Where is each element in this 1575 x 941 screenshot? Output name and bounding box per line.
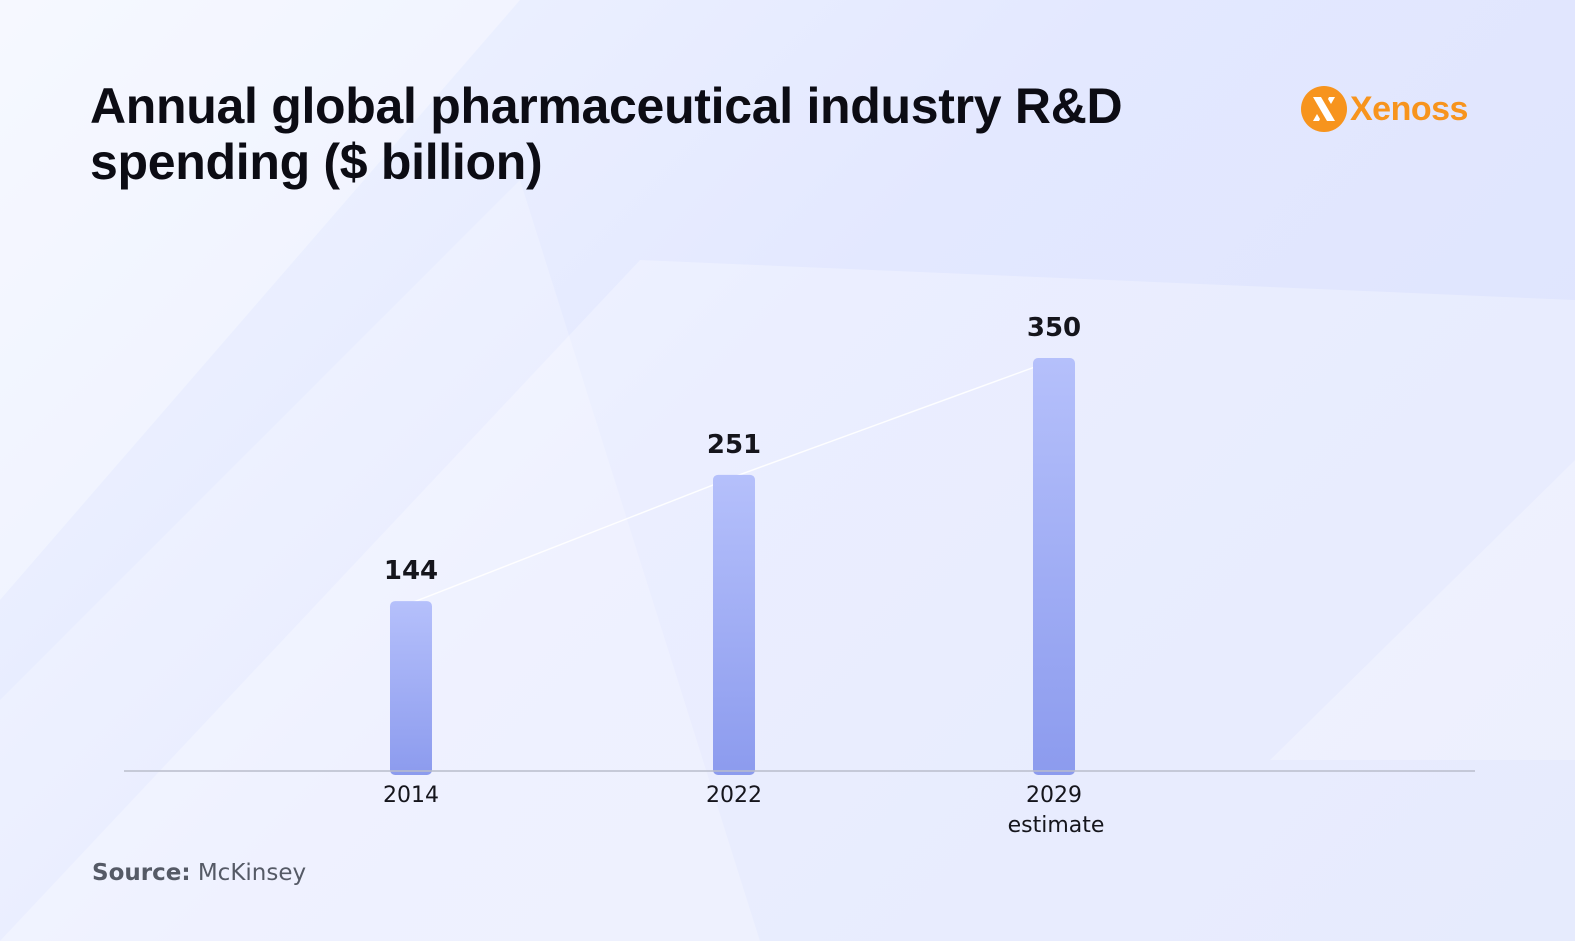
bar-2022 xyxy=(713,474,755,775)
data-label-2014: 144 xyxy=(384,556,438,586)
x-tick-label-2014: 2014 xyxy=(383,783,439,808)
source-label: Source: xyxy=(92,860,191,886)
data-label-2029: 350 xyxy=(1027,313,1081,343)
bar-2014 xyxy=(390,601,432,775)
logo: Xenoss xyxy=(1300,84,1468,134)
x-tick-label-2022: 2022 xyxy=(706,783,762,808)
source-value: McKinsey xyxy=(197,860,307,886)
x-tick-sublabel-2029: estimate xyxy=(1008,813,1105,838)
page-title: Annual global pharmaceutical industry R&… xyxy=(90,78,1123,190)
xenoss-logo-icon xyxy=(1301,86,1347,132)
bar-2029 xyxy=(1033,358,1075,775)
x-tick-label-2029: 2029 xyxy=(1026,783,1082,808)
data-label-2022: 251 xyxy=(707,430,761,460)
logo-text: Xenoss xyxy=(1350,89,1468,128)
source-note: Source: McKinsey xyxy=(92,860,306,886)
